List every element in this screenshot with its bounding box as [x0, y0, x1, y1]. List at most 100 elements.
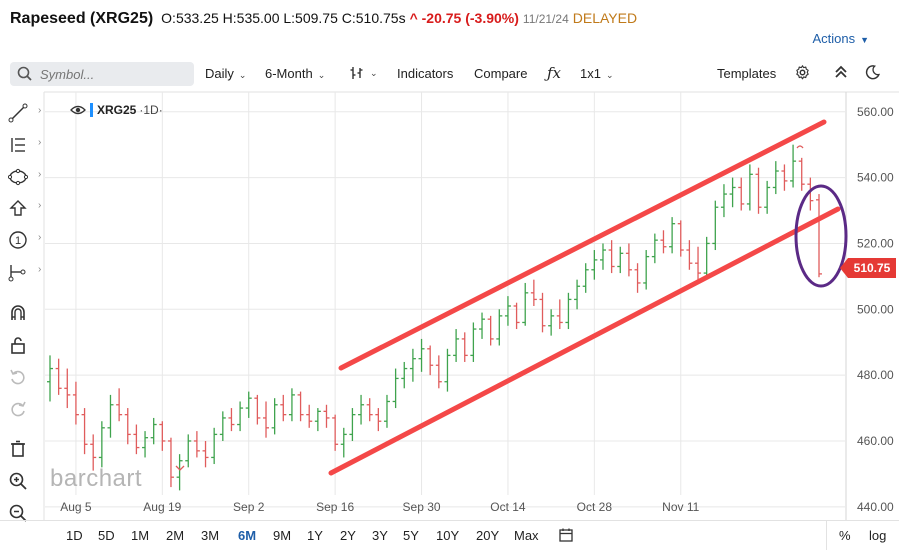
ohlc-bar: [159, 421, 166, 451]
range-button-20y[interactable]: 20Y: [476, 528, 500, 543]
symbol-search-input[interactable]: [38, 65, 192, 83]
range-button-max[interactable]: Max: [514, 528, 539, 543]
range-bar: [0, 520, 899, 551]
magnet-tool[interactable]: [8, 301, 36, 325]
highlight-ellipse[interactable]: [794, 184, 848, 288]
trendline-tool[interactable]: ›: [8, 101, 41, 125]
settings-button[interactable]: [794, 64, 811, 84]
layout-label: 1x1: [580, 66, 601, 81]
ohlc-bar: [133, 424, 140, 455]
date-range-button[interactable]: [558, 527, 574, 548]
ohlc-bar: [340, 427, 347, 458]
ohlc-bar: [314, 408, 321, 432]
templates-button[interactable]: Templates: [717, 66, 777, 81]
measure-tool[interactable]: ›: [8, 260, 41, 284]
zoom-in-icon: [9, 472, 27, 490]
ohlc-bar: [72, 381, 79, 425]
ohlc-bar: [539, 292, 546, 333]
actions-menu[interactable]: Actions ▼: [812, 31, 869, 46]
ohlc-bar: [323, 404, 330, 428]
ohlc-bar: [686, 240, 693, 270]
ohlc-bar: [332, 414, 339, 451]
ohlc-bar: [245, 391, 252, 418]
price-chart[interactable]: 440.00 460.00 480.00 500.00 520.00 540.00 560.…: [0, 0, 899, 520]
range-button-5y[interactable]: 5Y: [403, 528, 419, 543]
bar-type-dropdown[interactable]: ⌄: [349, 64, 378, 81]
range-button-9m[interactable]: 9M: [273, 528, 292, 543]
ohlc-bar: [496, 309, 503, 346]
lower-trend-line[interactable]: [328, 206, 841, 476]
lock-tool[interactable]: [8, 333, 36, 357]
collapse-button[interactable]: [833, 64, 849, 83]
log-scale-toggle[interactable]: log: [869, 528, 887, 543]
compare-button[interactable]: Compare: [474, 66, 528, 81]
delayed-status: DELAYED: [572, 10, 638, 26]
ohlc-bar: [349, 408, 356, 441]
range-button-3m[interactable]: 3M: [201, 528, 220, 543]
zoom-in-button[interactable]: [8, 469, 36, 493]
ohlc-bar: [427, 345, 434, 376]
ohlc-bar: [98, 421, 105, 468]
annotation-tool[interactable]: 1 ›: [8, 228, 41, 252]
range-label: 6-Month: [265, 66, 313, 81]
ohlc-bar: [453, 329, 460, 362]
eye-icon[interactable]: [70, 104, 86, 116]
ohlc-bar: [392, 368, 399, 409]
delete-button[interactable]: [8, 437, 36, 461]
ohlc-bar: [574, 279, 581, 310]
ohlc-bar: [764, 180, 771, 214]
range-button-2y[interactable]: 2Y: [340, 528, 356, 543]
symbol-search[interactable]: [10, 62, 194, 86]
ohlc-bar: [116, 388, 123, 422]
fibonacci-icon: [11, 138, 25, 152]
range-button-1d[interactable]: 1D: [66, 528, 83, 543]
ohlc-bar: [651, 233, 658, 264]
range-button-2m[interactable]: 2M: [166, 528, 185, 543]
percent-scale-toggle[interactable]: %: [839, 528, 851, 543]
ohlc-bar: [729, 177, 736, 208]
fibonacci-tool[interactable]: ›: [8, 133, 41, 157]
drawing-toolbar: › › › › 1 › ›: [0, 95, 44, 535]
chevron-right-icon: ›: [38, 264, 42, 275]
range-button-6m[interactable]: 6M: [238, 528, 257, 543]
date-tick-label: Nov 11: [662, 500, 699, 514]
ohlc-bar: [288, 388, 295, 422]
arrow-tool[interactable]: ›: [8, 196, 41, 220]
series-label: XRG25 ·1D·: [70, 103, 163, 117]
range-dropdown[interactable]: 6-Month ⌄: [265, 66, 325, 81]
range-button-5d[interactable]: 5D: [98, 528, 115, 543]
ohlc-bar: [107, 394, 114, 438]
ohlc-bar: [444, 348, 451, 392]
redo-button[interactable]: [8, 397, 36, 421]
time-axis: Aug 5 Aug 19 Sep 2 Sep 16 Sep 30 Oct 14 Oct 28…: [60, 500, 699, 514]
series-symbol: XRG25: [97, 103, 137, 117]
instrument-title: Rapeseed (XRG25): [10, 10, 154, 27]
ohlc-bar: [435, 355, 442, 389]
unlock-icon: [11, 337, 25, 354]
ohlc-bar: [772, 161, 779, 195]
range-button-10y[interactable]: 10Y: [436, 528, 460, 543]
upper-trend-line[interactable]: [338, 119, 827, 371]
price-tick-label: 520.00: [857, 236, 894, 250]
indicators-button[interactable]: Indicators: [397, 66, 454, 81]
range-button-3y[interactable]: 3Y: [372, 528, 388, 543]
layout-dropdown[interactable]: 1x1 ⌄: [580, 66, 614, 81]
interval-dropdown[interactable]: Daily ⌄: [205, 66, 246, 81]
function-icon[interactable]: ƒx: [547, 64, 562, 82]
ohlc-bar: [470, 322, 477, 362]
ohlc-bar: [280, 394, 287, 422]
date-tick-label: Sep 16: [316, 500, 354, 514]
ohlc-bar: [746, 164, 753, 211]
range-button-1m[interactable]: 1M: [131, 528, 150, 543]
ohlc-bar: [254, 394, 261, 425]
ohlc-bar: [530, 279, 537, 306]
range-button-1y[interactable]: 1Y: [307, 528, 323, 543]
chevron-down-icon: ⌄: [238, 70, 247, 80]
theme-toggle[interactable]: [864, 64, 881, 84]
ohlc-bar: [167, 437, 174, 488]
shapes-tool[interactable]: ›: [8, 165, 41, 189]
price-tick-label: 540.00: [857, 171, 894, 185]
ohlc-bar: [383, 394, 390, 428]
undo-button[interactable]: [8, 365, 36, 389]
price-tick-label: 560.00: [857, 105, 894, 119]
